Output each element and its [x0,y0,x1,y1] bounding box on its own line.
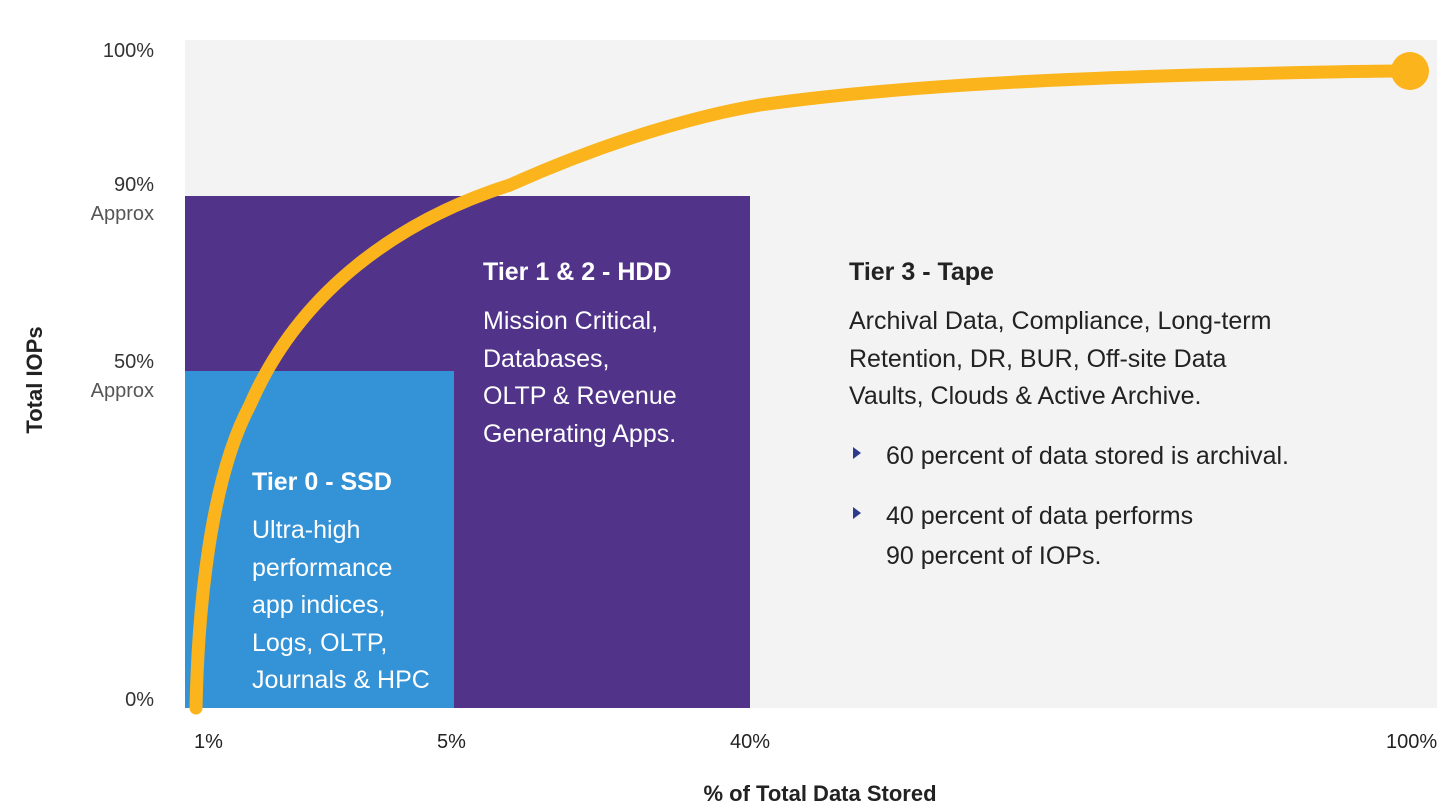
y-tick-50-note: Approx [90,380,154,402]
x-tick-100: 100% [1386,731,1438,753]
tier-1-2-title: Tier 1 & 2 - HDD [483,258,672,286]
x-tick-5: 5% [437,731,466,753]
tier-3-title: Tier 3 - Tape [849,258,994,286]
tier-0-title: Tier 0 - SSD [252,468,392,496]
y-tick-50: 50% Approx [14,348,154,406]
y-axis-title: Total IOPs [22,326,47,434]
tier-1-2-description: Mission Critical, Databases, OLTP & Reve… [483,307,677,448]
tier-0-ssd-region [185,371,454,708]
tier-3-description: Archival Data, Compliance, Long-term Ret… [849,307,1272,410]
y-tick-90-note: Approx [90,203,154,225]
iops-curve [189,64,1415,715]
bullet-icon [853,447,861,459]
y-tick-90: 90% Approx [14,171,154,229]
x-tick-1: 1% [194,731,223,753]
y-tick-0: 0% [125,689,154,711]
tier-0-description: Ultra-high performance app indices, Logs… [252,516,430,694]
x-axis-title: % of Total Data Stored [703,781,937,806]
bullet-icon [853,507,861,519]
tier-3-bullet-2: 40 percent of data performs 90 percent o… [886,502,1194,570]
tier-3-bullet-1: 60 percent of data stored is archival. [886,442,1290,470]
y-tick-100: 100% [102,40,154,62]
curve-end-point [1391,52,1429,90]
x-tick-40: 40% [730,731,771,753]
